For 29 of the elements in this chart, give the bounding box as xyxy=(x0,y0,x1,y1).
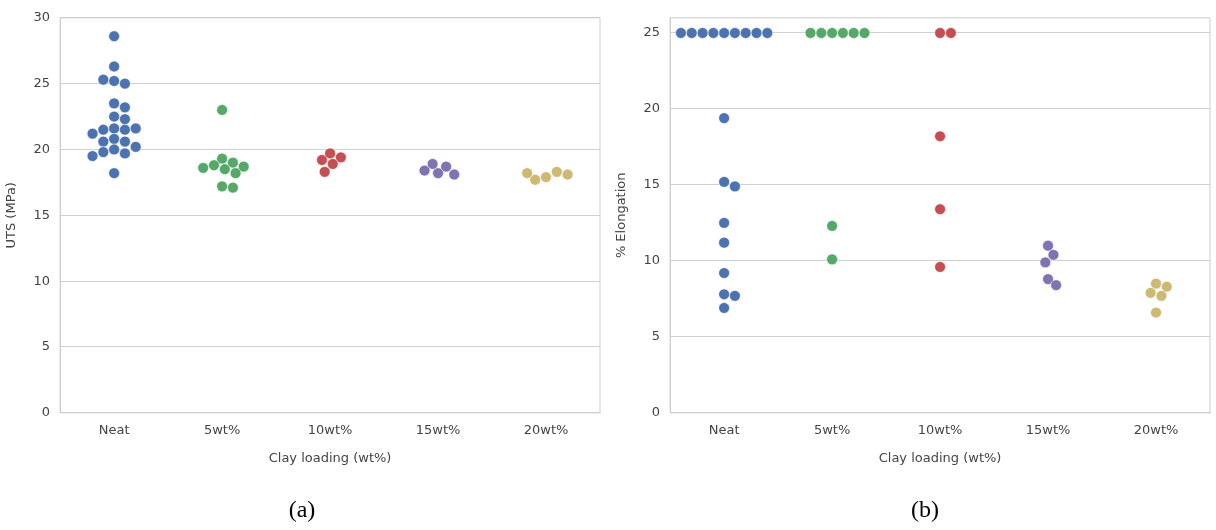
x-tick-label: 5wt% xyxy=(203,421,241,437)
x-tick-label: 20wt% xyxy=(523,421,569,437)
x-tick-label: Neat xyxy=(98,421,130,437)
y-tick-label: 0 xyxy=(651,404,661,420)
y-tick-label: 20 xyxy=(33,140,51,156)
x-tick-label: 10wt% xyxy=(917,421,963,437)
x-tick-label: 15wt% xyxy=(1025,421,1071,437)
x-tick-label: 15wt% xyxy=(415,421,461,437)
y-axis-title: UTS (MPa) xyxy=(3,182,19,249)
x-axis-title: Clay loading (wt%) xyxy=(878,449,1002,465)
y-tick-label: 5 xyxy=(41,338,51,354)
y-tick-label: 20 xyxy=(643,100,661,116)
y-axis-title: % Elongation xyxy=(613,172,629,259)
x-tick-label: 10wt% xyxy=(307,421,353,437)
x-tick-label: Neat xyxy=(708,421,740,437)
x-tick-label: 5wt% xyxy=(813,421,851,437)
y-tick-label: 15 xyxy=(643,176,661,192)
y-tick-label: 30 xyxy=(33,9,51,25)
y-tick-label: 15 xyxy=(33,206,51,222)
y-tick-label: 25 xyxy=(643,24,661,40)
y-tick-label: 25 xyxy=(33,75,51,91)
y-tick-label: 5 xyxy=(651,328,661,344)
y-tick-label: 0 xyxy=(41,404,51,420)
x-axis-title: Clay loading (wt%) xyxy=(268,449,392,465)
text: (b) xyxy=(910,496,940,523)
y-tick-label: 10 xyxy=(33,272,51,288)
y-tick-label: 10 xyxy=(643,252,661,268)
x-tick-label: 20wt% xyxy=(1133,421,1179,437)
text: (a) xyxy=(287,496,317,523)
